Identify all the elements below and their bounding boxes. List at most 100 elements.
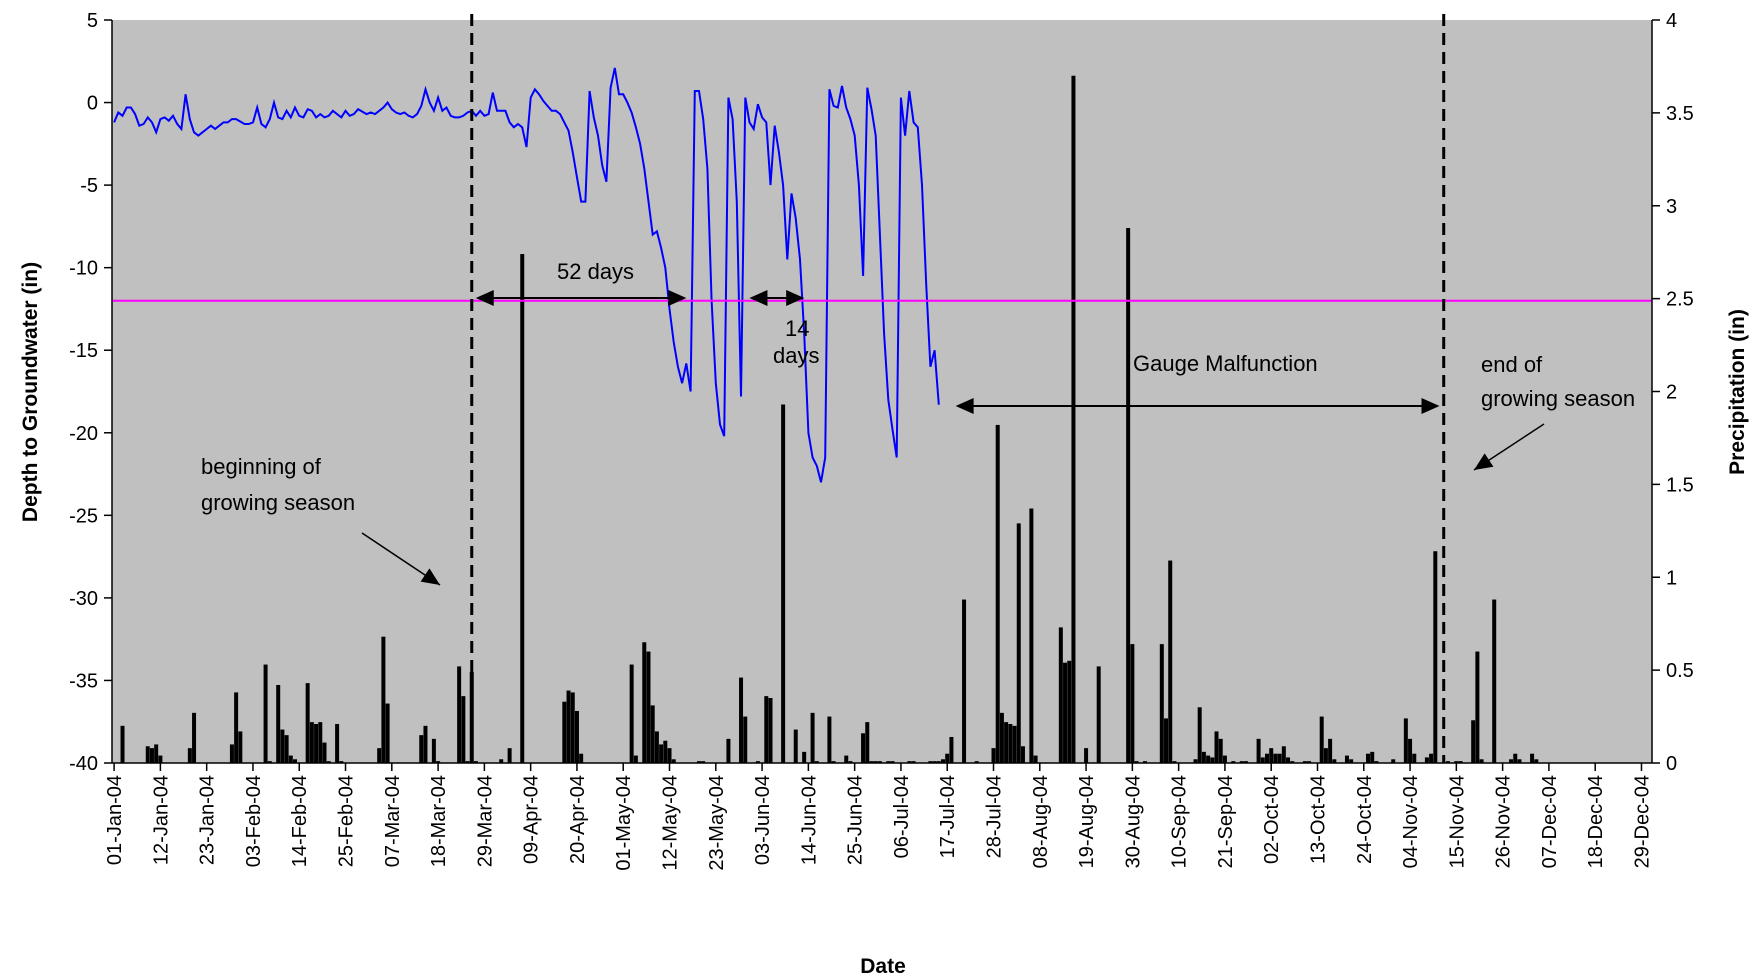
- precip-bar: [999, 712, 1004, 763]
- annotation-14-line2: days: [773, 343, 819, 368]
- groundwater-series: [113, 67, 940, 483]
- precip-bar: [1513, 753, 1518, 763]
- y-tick-label: -15: [69, 340, 98, 362]
- precip-bar: [1471, 720, 1476, 763]
- precip-bar: [158, 755, 163, 763]
- precip-bar: [1004, 722, 1009, 763]
- precip-bar: [671, 759, 676, 763]
- precip-bar: [276, 684, 281, 763]
- annotation-52-days: 52 days: [557, 259, 634, 284]
- y2-tick-label: 2: [1666, 382, 1677, 404]
- x-tick-label: 17-Jul-04: [937, 775, 959, 858]
- precip-bar: [1349, 759, 1354, 763]
- precip-bar: [995, 424, 1000, 763]
- precip-bar: [650, 705, 655, 763]
- x-tick-label: 29-Dec-04: [1632, 775, 1654, 868]
- precip-bar: [566, 690, 571, 763]
- x-tick-label: 04-Nov-04: [1400, 775, 1422, 868]
- precip-bar: [1269, 748, 1274, 763]
- precip-bar: [1071, 75, 1076, 764]
- precip-bar: [974, 761, 979, 763]
- precip-bar: [1193, 759, 1198, 763]
- precip-bar: [1012, 725, 1017, 763]
- precip-bar: [743, 716, 748, 763]
- precip-bar: [507, 748, 512, 763]
- x-tick-label: 23-Jan-04: [197, 775, 219, 865]
- precip-bar: [1008, 723, 1013, 763]
- precip-bar: [659, 744, 664, 763]
- x-tick-label: 25-Feb-04: [336, 775, 358, 867]
- precipitation-bars: [120, 75, 1539, 764]
- precip-bar: [1365, 753, 1370, 763]
- precip-bar: [1239, 761, 1244, 763]
- precip-bar: [1454, 761, 1459, 763]
- precip-bar: [869, 761, 874, 763]
- precip-bar: [377, 748, 382, 763]
- precip-bar: [1286, 757, 1291, 763]
- precip-bar: [877, 761, 882, 763]
- precip-bar: [802, 751, 807, 763]
- annotation-gauge-malfunction: Gauge Malfunction: [1133, 351, 1318, 376]
- precip-bar: [1307, 761, 1312, 763]
- precip-bar: [322, 742, 327, 763]
- precip-bar: [831, 761, 836, 763]
- precip-bar: [945, 753, 950, 763]
- pointer-beginning-of-season-head: [420, 568, 440, 585]
- x-tick-label: 06-Jul-04: [891, 775, 913, 858]
- precip-bar: [381, 636, 386, 763]
- x-tick-label: 25-Jun-04: [845, 775, 867, 865]
- precip-bar: [288, 755, 293, 763]
- arrow-gauge-malfunction-head-right: [1421, 398, 1440, 414]
- precip-bar: [1323, 748, 1328, 763]
- precip-bar: [267, 761, 272, 763]
- precip-bar: [654, 731, 659, 763]
- x-tick-label: 19-Aug-04: [1076, 775, 1098, 868]
- y-axis-title: Depth to Groundwater (in): [19, 262, 42, 522]
- annotation-beginning-line2: growing season: [201, 490, 355, 515]
- precip-bar: [465, 761, 470, 763]
- precip-bar: [1370, 751, 1375, 763]
- precip-bar: [305, 683, 310, 763]
- precip-bar: [1273, 753, 1278, 763]
- x-tick-label: 28-Jul-04: [984, 775, 1006, 858]
- arrow-14-days-head-left: [749, 290, 768, 306]
- precip-bar: [827, 716, 832, 763]
- precip-bar: [642, 642, 647, 763]
- precip-bar: [1222, 755, 1227, 763]
- precip-bar: [768, 697, 773, 763]
- precip-bar: [1201, 751, 1206, 763]
- annotation-14-line1: 14: [785, 316, 809, 341]
- precip-bar: [423, 725, 428, 763]
- precip-bar: [1206, 755, 1211, 763]
- x-tick-label: 20-Apr-04: [567, 775, 589, 864]
- pointer-end-of-season-head: [1474, 453, 1494, 470]
- precip-bar: [1479, 759, 1484, 763]
- precip-bar: [1172, 761, 1177, 763]
- precip-bar: [911, 761, 916, 763]
- arrow-52-days-head-left: [475, 290, 494, 306]
- precip-bar: [1458, 761, 1463, 763]
- precip-bar: [1475, 651, 1480, 763]
- x-tick-label: 24-Oct-04: [1354, 775, 1376, 864]
- precip-bar: [263, 664, 268, 763]
- x-axis-title: Date: [860, 955, 906, 978]
- precip-bar: [562, 701, 567, 763]
- precip-bar: [1281, 746, 1286, 763]
- precip-bar: [154, 744, 159, 763]
- x-tick-label: 02-Oct-04: [1261, 775, 1283, 864]
- precip-bar: [932, 761, 937, 763]
- y2-tick-label: 3: [1666, 196, 1677, 218]
- precip-bar: [187, 748, 192, 763]
- x-tick-label: 12-Jan-04: [150, 775, 172, 865]
- x-tick-label: 14-Jun-04: [798, 775, 820, 865]
- x-tick-label: 03-Feb-04: [243, 775, 265, 867]
- precip-bar: [1332, 759, 1337, 763]
- precip-bar: [1168, 560, 1173, 763]
- precip-bar: [1096, 666, 1101, 763]
- precip-bar: [739, 677, 744, 763]
- y2-tick-label: 1: [1666, 567, 1677, 589]
- precip-bar: [1126, 228, 1131, 764]
- precip-bar: [764, 696, 769, 763]
- precip-bar: [696, 761, 701, 763]
- precip-bar: [663, 740, 668, 763]
